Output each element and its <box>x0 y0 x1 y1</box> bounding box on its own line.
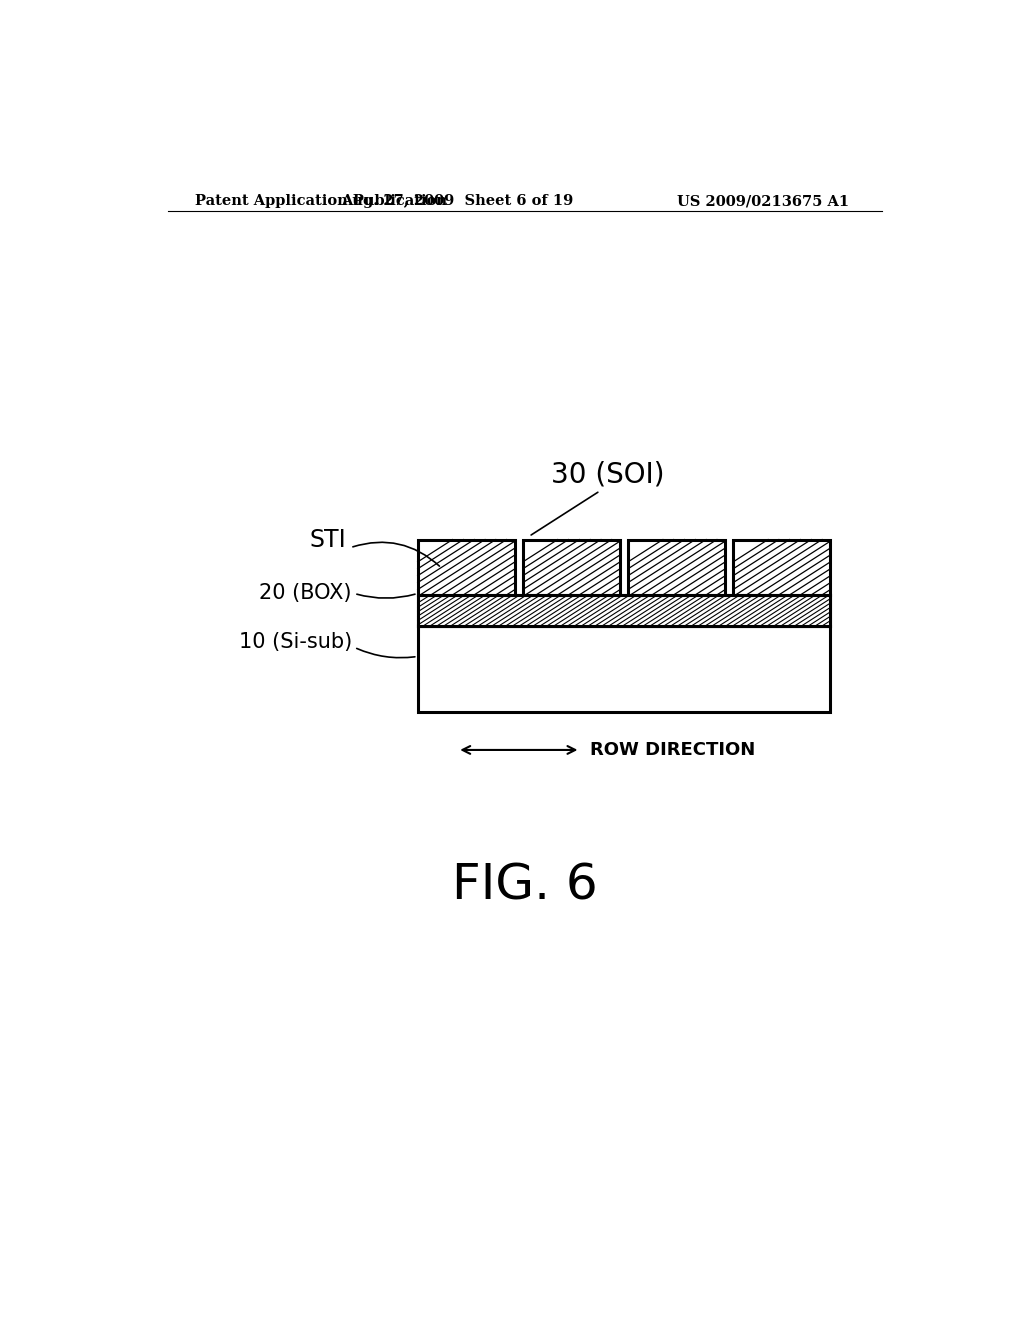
Text: 30 (SOI): 30 (SOI) <box>551 461 665 488</box>
Text: 20 (BOX): 20 (BOX) <box>259 583 352 603</box>
Text: FIG. 6: FIG. 6 <box>452 861 598 909</box>
Bar <box>628 540 725 595</box>
Bar <box>418 540 515 595</box>
Text: Patent Application Publication: Patent Application Publication <box>196 194 447 209</box>
Bar <box>418 595 830 626</box>
Bar <box>418 540 515 595</box>
Bar <box>523 540 621 595</box>
Text: ROW DIRECTION: ROW DIRECTION <box>590 741 755 759</box>
Bar <box>418 595 830 626</box>
Bar <box>733 540 830 595</box>
Text: US 2009/0213675 A1: US 2009/0213675 A1 <box>677 194 849 209</box>
Bar <box>523 540 621 595</box>
Text: STI: STI <box>309 528 346 552</box>
Bar <box>733 540 830 595</box>
Bar <box>418 626 830 713</box>
Text: 10 (Si-sub): 10 (Si-sub) <box>239 632 352 652</box>
Text: Aug. 27, 2009  Sheet 6 of 19: Aug. 27, 2009 Sheet 6 of 19 <box>341 194 573 209</box>
Bar <box>628 540 725 595</box>
Bar <box>418 595 830 626</box>
